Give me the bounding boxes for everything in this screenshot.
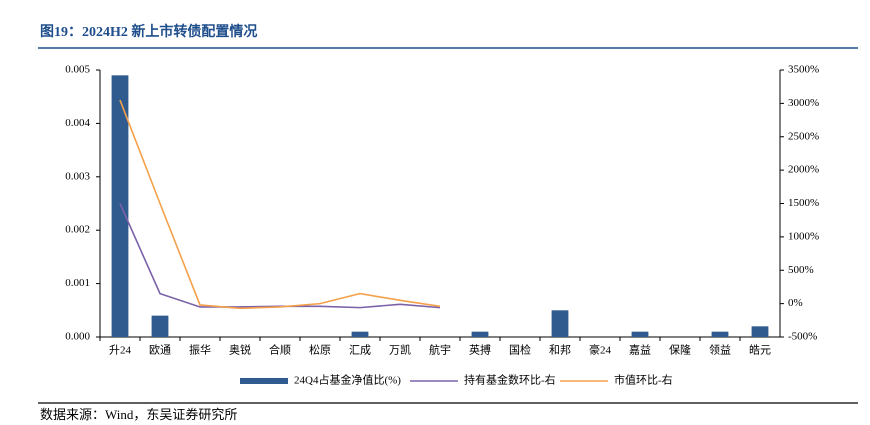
bar (351, 331, 369, 337)
x-tick-label: 升24 (109, 344, 131, 357)
x-tick-label: 航宇 (429, 343, 451, 357)
y-tick-label: 0.003 (65, 170, 90, 182)
bar (471, 331, 489, 337)
y2-tick-label: 2000% (788, 164, 819, 176)
x-tick-label: 嘉益 (629, 343, 651, 357)
bar (111, 75, 129, 337)
x-tick-label: 国检 (509, 343, 531, 357)
x-tick-label: 英搏 (469, 343, 491, 357)
legend-label: 市值环比-右 (614, 373, 673, 387)
y-tick-label: 0.002 (65, 224, 90, 236)
y2-tick-label: 0% (788, 297, 803, 309)
bar (551, 310, 569, 337)
x-tick-label: 松原 (309, 343, 331, 357)
x-tick-label: 保隆 (669, 343, 691, 357)
x-tick-label: 和邦 (549, 344, 571, 357)
y2-tick-label: 500% (788, 264, 814, 276)
line-series (119, 99, 441, 310)
bar (751, 326, 769, 337)
legend-swatch (240, 378, 288, 384)
x-tick-label: 合顺 (269, 343, 291, 357)
x-tick-label: 欧通 (149, 344, 171, 357)
x-tick-label: 皓元 (749, 344, 771, 357)
bar (631, 331, 649, 337)
bar (711, 331, 729, 337)
source-note: 数据来源：Wind，东吴证券研究所 (40, 407, 237, 422)
legend-label: 24Q4占基金净值比(%) (294, 373, 401, 387)
x-tick-label: 豪24 (589, 343, 611, 357)
y-tick-label: 0.004 (65, 117, 90, 129)
y2-tick-label: 1500% (788, 197, 819, 209)
y2-tick-label: 2500% (788, 130, 819, 142)
chart-title: 图19：2024H2 新上市转债配置情况 (40, 23, 257, 40)
x-tick-label: 奥锐 (229, 343, 251, 357)
x-tick-label: 万凯 (389, 344, 411, 357)
bar (151, 315, 169, 337)
x-tick-label: 领益 (709, 343, 731, 357)
x-tick-label: 振华 (189, 343, 211, 357)
y-tick-label: 0.000 (65, 331, 90, 343)
y2-tick-label: 1000% (788, 230, 819, 242)
y2-tick-label: 3000% (788, 97, 819, 109)
x-tick-label: 汇成 (349, 344, 371, 357)
y2-tick-label: -500% (788, 331, 817, 343)
y-tick-label: 0.001 (65, 277, 90, 289)
line-series (119, 203, 441, 309)
y2-tick-label: 3500% (788, 64, 819, 76)
legend-label: 持有基金数环比-右 (464, 373, 556, 387)
y-tick-label: 0.005 (65, 64, 90, 76)
